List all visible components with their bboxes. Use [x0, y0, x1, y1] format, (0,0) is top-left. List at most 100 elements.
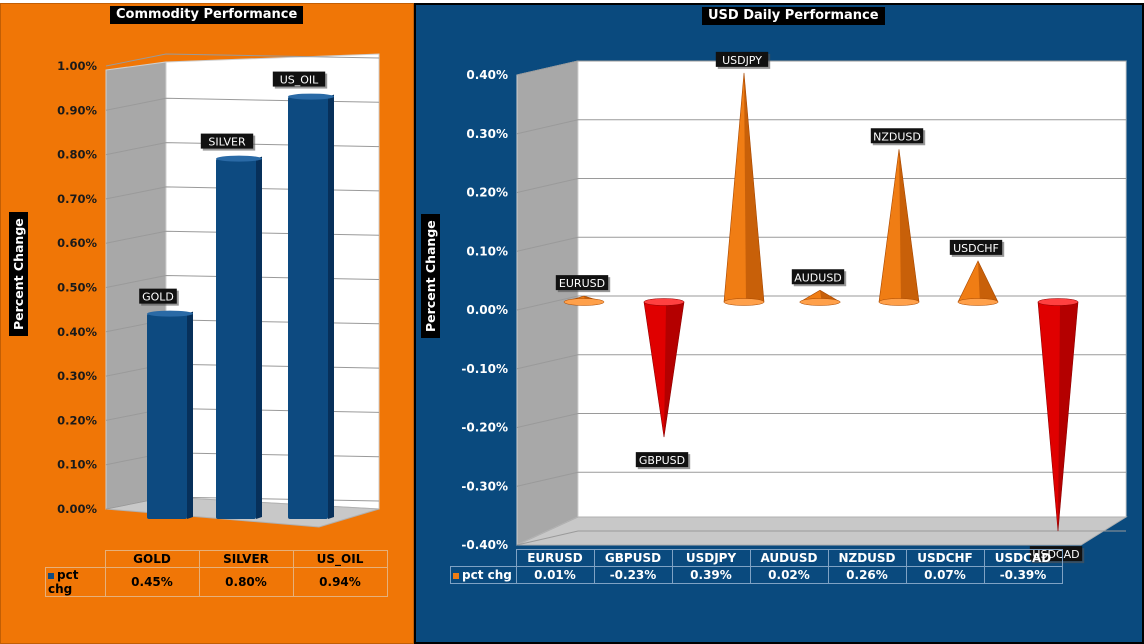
- tick-label: 0.30%: [57, 369, 97, 383]
- table-value-cell: 0.01%: [515, 566, 595, 584]
- bar-data-label: GOLD: [142, 291, 174, 304]
- bar-side: [256, 156, 262, 519]
- table-corner: [46, 551, 106, 568]
- bar-data-label-bg: [272, 71, 326, 87]
- legend-cell: pct chg: [45, 567, 106, 597]
- table-value-cell: -0.23%: [593, 566, 673, 584]
- back-wall: [577, 60, 1127, 518]
- cone-base: [957, 298, 999, 306]
- usd-chart-plot: -0.40% -0.30% -0.20% -0.10% 0.00% 0.10% 0.20% 0…: [461, 51, 1128, 564]
- bar-side: [328, 94, 334, 519]
- gridline: [516, 236, 1126, 252]
- table-value-cell: 0.45%: [104, 567, 200, 597]
- table-value-cell: 0.94%: [292, 567, 388, 597]
- table-header-cell: NZDUSD: [827, 549, 907, 567]
- bar-top: [216, 155, 262, 162]
- legend-swatch: [48, 572, 54, 579]
- cone-shade: [744, 72, 764, 304]
- tick-label: 0.40%: [466, 68, 508, 82]
- table-header-cell: GBPUSD: [593, 549, 673, 567]
- tick-label: 0.60%: [57, 236, 97, 250]
- table-value-cell: 0.80%: [198, 567, 294, 597]
- tick-label: 1.00%: [57, 59, 97, 73]
- gridline: [105, 53, 380, 67]
- cone-data-label: USDCHF: [953, 242, 999, 255]
- tick-label: 0.20%: [466, 186, 508, 200]
- cone-shade: [664, 302, 684, 438]
- tick-label: 0.30%: [466, 127, 508, 141]
- tick-label: 0.00%: [466, 303, 508, 317]
- usd-chart-panel: USD Daily Performance Percent Change -0.…: [414, 3, 1144, 644]
- legend-cell: pct chg: [450, 566, 517, 584]
- table-corner: [451, 550, 517, 567]
- cone-data-label-bg: [870, 128, 924, 144]
- bar-top: [288, 93, 334, 100]
- cone-base: [563, 298, 605, 306]
- tick-label: -0.30%: [461, 479, 508, 493]
- table-value-cell: 0.07%: [905, 566, 985, 584]
- table-row: pct chg 0.01% -0.23% 0.39% 0.02% 0.26% 0…: [450, 566, 1063, 584]
- cone-base: [723, 298, 765, 306]
- commodity-chart-plot: 0.00% 0.10% 0.20% 0.30% 0.40% 0.50% 0.60% 0.70%…: [57, 53, 380, 528]
- table-header-cell: EURUSD: [515, 549, 595, 567]
- cone-data-label-bg: [635, 452, 689, 468]
- chart-title: Commodity Performance: [110, 6, 304, 24]
- legend-label: pct chg: [48, 568, 79, 596]
- table-header-row: GOLD SILVER US_OIL: [46, 550, 388, 568]
- cone-data-label-bg: [791, 269, 845, 285]
- cone-data-label: GBPUSD: [639, 454, 685, 467]
- chart-title: USD Daily Performance: [702, 7, 885, 25]
- legend-swatch: [453, 572, 459, 579]
- gridline: [516, 119, 1126, 135]
- bar: [288, 96, 328, 519]
- tick-label: 0.70%: [57, 192, 97, 206]
- cone-data-label-bg: [715, 51, 769, 67]
- cone-shade: [1058, 302, 1078, 532]
- tick-label: -0.20%: [461, 421, 508, 435]
- table-header-cell: USDCHF: [905, 549, 985, 567]
- tick-label: 0.40%: [57, 325, 97, 339]
- table-header-cell: SILVER: [198, 550, 294, 568]
- commodity-chart-panel: Commodity Performance Percent Change 0.0…: [0, 3, 414, 644]
- cone-shade: [978, 260, 998, 304]
- cone-data-label: USDJPY: [722, 54, 762, 67]
- table-header-cell: US_OIL: [292, 550, 388, 568]
- tick-label: 0.20%: [57, 413, 97, 427]
- table-header-cell: USDCAD: [983, 549, 1063, 567]
- tick-label: 0.10%: [57, 458, 97, 472]
- back-wall: [165, 53, 380, 510]
- tick-label: -0.10%: [461, 362, 508, 376]
- legend-label: pct chg: [462, 568, 512, 582]
- cone-shade: [899, 149, 919, 304]
- table-header-cell: USDJPY: [671, 549, 751, 567]
- table-header-cell: GOLD: [104, 550, 200, 568]
- cone-data-label: EURUSD: [559, 277, 605, 290]
- bar-data-label: SILVER: [208, 136, 246, 149]
- tick-label: 0.00%: [57, 502, 97, 516]
- bar: [147, 313, 187, 519]
- tick-label: 0.10%: [466, 244, 508, 258]
- bar-top: [147, 310, 193, 317]
- bar: [216, 158, 256, 519]
- gridline: [516, 60, 1126, 76]
- gridline: [516, 413, 1126, 428]
- tick-label: -0.40%: [461, 538, 508, 552]
- data-table: EURUSD GBPUSD USDJPY AUDUSD NZDUSD USDCH…: [450, 549, 1063, 584]
- cone-base: [799, 298, 841, 306]
- table-header-row: EURUSD GBPUSD USDJPY AUDUSD NZDUSD USDCH…: [451, 549, 1063, 567]
- table-row: pct chg 0.45% 0.80% 0.94%: [45, 567, 388, 597]
- data-table: GOLD SILVER US_OIL pct chg 0.45% 0.80% 0…: [45, 550, 388, 597]
- cone-base: [878, 298, 920, 306]
- tick-label: 0.50%: [57, 281, 97, 295]
- gridline: [516, 178, 1126, 193]
- top-strip: [0, 0, 1144, 3]
- cone-data-label: NZDUSD: [873, 130, 921, 143]
- tick-label: 0.80%: [57, 148, 97, 162]
- table-value-cell: 0.26%: [827, 566, 907, 584]
- table-value-cell: -0.39%: [983, 566, 1063, 584]
- bar-side: [187, 311, 193, 519]
- table-value-cell: 0.02%: [749, 566, 829, 584]
- table-header-cell: AUDUSD: [749, 549, 829, 567]
- bar-data-label-bg: [139, 288, 177, 304]
- gridline: [516, 530, 1126, 546]
